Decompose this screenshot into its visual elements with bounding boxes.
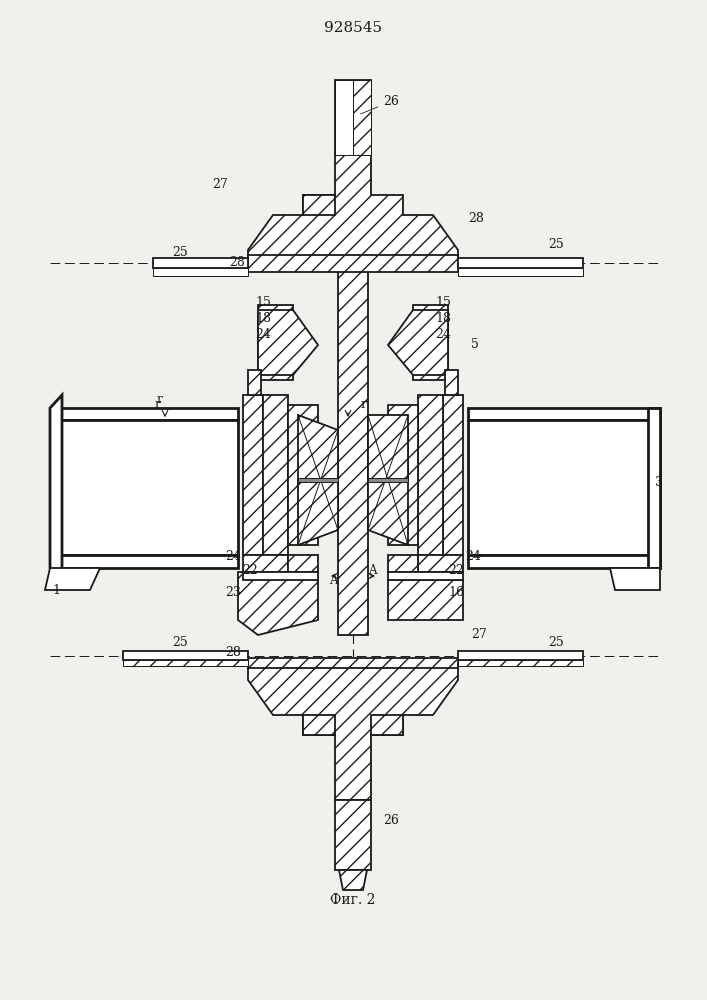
Text: 1: 1	[52, 584, 60, 596]
Polygon shape	[353, 80, 371, 155]
Text: 27: 27	[212, 178, 228, 192]
Polygon shape	[339, 870, 367, 890]
Polygon shape	[50, 555, 238, 568]
Text: 18: 18	[255, 312, 271, 324]
Polygon shape	[648, 408, 660, 568]
Text: r: r	[155, 397, 161, 410]
Polygon shape	[243, 555, 288, 572]
Text: 15: 15	[435, 296, 451, 310]
Polygon shape	[288, 405, 318, 545]
Text: Фиг. 2: Фиг. 2	[330, 893, 375, 907]
Polygon shape	[388, 405, 418, 545]
Polygon shape	[335, 800, 371, 870]
Polygon shape	[413, 305, 448, 380]
Polygon shape	[418, 555, 463, 572]
Text: 27: 27	[471, 629, 486, 642]
Polygon shape	[50, 420, 238, 555]
Polygon shape	[258, 310, 318, 375]
Polygon shape	[368, 415, 408, 480]
Polygon shape	[371, 715, 403, 735]
Polygon shape	[248, 255, 458, 272]
Polygon shape	[123, 660, 248, 666]
Polygon shape	[458, 258, 583, 268]
Text: 25: 25	[548, 637, 563, 650]
Polygon shape	[458, 660, 583, 666]
Polygon shape	[468, 408, 660, 420]
Polygon shape	[388, 555, 418, 572]
Text: r: r	[358, 393, 364, 406]
Polygon shape	[243, 395, 263, 555]
Polygon shape	[263, 395, 288, 555]
Polygon shape	[335, 80, 371, 155]
Polygon shape	[248, 370, 261, 395]
Bar	[368, 478, 408, 482]
Text: 25: 25	[173, 245, 188, 258]
Polygon shape	[298, 415, 338, 480]
Polygon shape	[50, 408, 238, 420]
Text: 26: 26	[361, 95, 399, 114]
Text: A: A	[368, 564, 377, 576]
Polygon shape	[153, 268, 248, 276]
Text: 24: 24	[465, 550, 481, 562]
Polygon shape	[610, 568, 660, 590]
Polygon shape	[238, 572, 318, 635]
Text: 25: 25	[173, 637, 188, 650]
Text: r: r	[361, 397, 367, 410]
Polygon shape	[468, 555, 660, 568]
Polygon shape	[248, 155, 458, 270]
Text: A: A	[329, 574, 338, 586]
Polygon shape	[443, 395, 463, 555]
Polygon shape	[248, 660, 458, 800]
Polygon shape	[50, 395, 62, 580]
Bar	[298, 478, 338, 482]
Polygon shape	[123, 651, 248, 660]
Polygon shape	[458, 651, 583, 660]
Text: 28: 28	[229, 255, 245, 268]
Polygon shape	[458, 268, 583, 276]
Text: 928545: 928545	[324, 21, 382, 35]
Polygon shape	[368, 415, 408, 480]
Text: 25: 25	[548, 237, 563, 250]
Polygon shape	[468, 420, 660, 555]
Text: 24: 24	[255, 328, 271, 342]
Polygon shape	[45, 568, 100, 590]
Text: 24: 24	[225, 550, 241, 562]
Polygon shape	[303, 715, 335, 735]
Text: 22: 22	[243, 564, 258, 576]
Polygon shape	[243, 572, 318, 580]
Polygon shape	[303, 195, 335, 215]
Polygon shape	[258, 305, 293, 380]
Text: 26: 26	[383, 814, 399, 826]
Text: r: r	[157, 393, 163, 406]
Text: 3: 3	[655, 477, 663, 489]
Polygon shape	[418, 395, 443, 555]
Text: 18: 18	[435, 312, 451, 324]
Polygon shape	[388, 572, 463, 580]
Polygon shape	[388, 580, 463, 620]
Text: 22: 22	[448, 564, 464, 576]
Text: 15: 15	[255, 296, 271, 310]
Text: 23: 23	[225, 585, 241, 598]
Polygon shape	[368, 480, 408, 545]
Polygon shape	[338, 270, 368, 635]
Polygon shape	[153, 258, 248, 268]
Text: 24: 24	[435, 328, 451, 342]
Polygon shape	[335, 80, 353, 155]
Polygon shape	[388, 310, 448, 375]
Text: 5: 5	[471, 338, 479, 352]
Text: 16: 16	[448, 585, 464, 598]
Text: 28: 28	[225, 647, 241, 660]
Polygon shape	[298, 480, 338, 545]
Text: 28: 28	[468, 212, 484, 225]
Polygon shape	[288, 555, 318, 572]
Polygon shape	[248, 658, 458, 668]
Polygon shape	[445, 370, 458, 395]
